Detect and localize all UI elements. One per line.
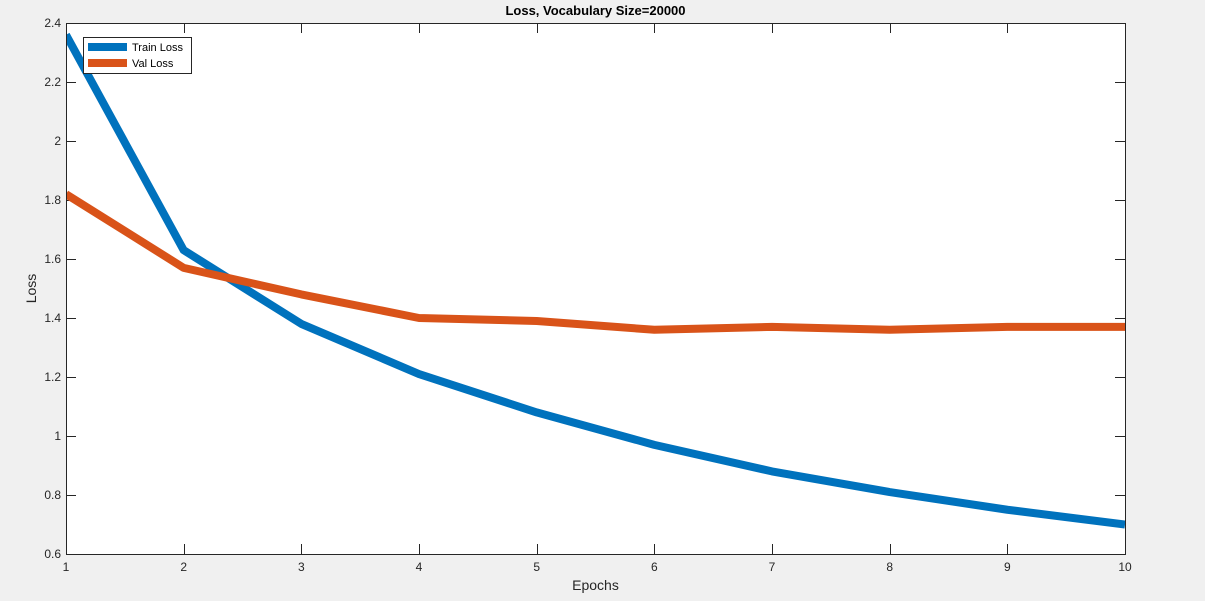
x-tick-labels: 1 2 3 4 5 6 7 8 9 10 <box>63 560 1132 574</box>
x-tick-label: 4 <box>416 560 423 574</box>
plot-area <box>66 23 1125 554</box>
y-tick-label: 1.8 <box>44 193 61 207</box>
legend-entry[interactable]: Val Loss <box>88 58 174 70</box>
legend-label: Train Loss <box>132 42 183 54</box>
y-tick-label: 0.8 <box>44 488 61 502</box>
series-line-train-loss <box>66 32 1125 529</box>
y-tick-label: 1.4 <box>44 311 61 325</box>
series-lines <box>66 32 1125 529</box>
series-line-val-loss <box>66 190 1125 334</box>
x-tick-label: 2 <box>180 560 187 574</box>
y-axis-title: Loss <box>23 274 39 304</box>
x-tick-label: 6 <box>651 560 658 574</box>
y-tick-label: 1 <box>54 429 61 443</box>
x-tick-label: 3 <box>298 560 305 574</box>
y-tick-label: 0.6 <box>44 547 61 561</box>
chart-title: Loss, Vocabulary Size=20000 <box>505 3 685 18</box>
legend-label: Val Loss <box>132 58 174 70</box>
legend-entry[interactable]: Train Loss <box>88 42 183 54</box>
x-tick-label: 7 <box>769 560 776 574</box>
x-tick-label: 5 <box>533 560 540 574</box>
y-tick-label: 2 <box>54 134 61 148</box>
plot-border <box>66 23 1126 555</box>
x-axis-title: Epochs <box>572 577 619 593</box>
legend[interactable]: Train Loss Val Loss <box>83 37 192 74</box>
x-tick-label: 8 <box>886 560 893 574</box>
x-tick-label: 10 <box>1118 560 1132 574</box>
y-tick-labels: 0.6 0.8 1 1.2 1.4 1.6 1.8 2 2.2 2.4 <box>44 16 61 561</box>
y-tick-label: 1.2 <box>44 370 61 384</box>
y-tick-label: 1.6 <box>44 252 61 266</box>
x-tick-label: 9 <box>1004 560 1011 574</box>
y-tick-label: 2.4 <box>44 16 61 30</box>
x-tick-label: 1 <box>63 560 70 574</box>
y-tick-label: 2.2 <box>44 75 61 89</box>
